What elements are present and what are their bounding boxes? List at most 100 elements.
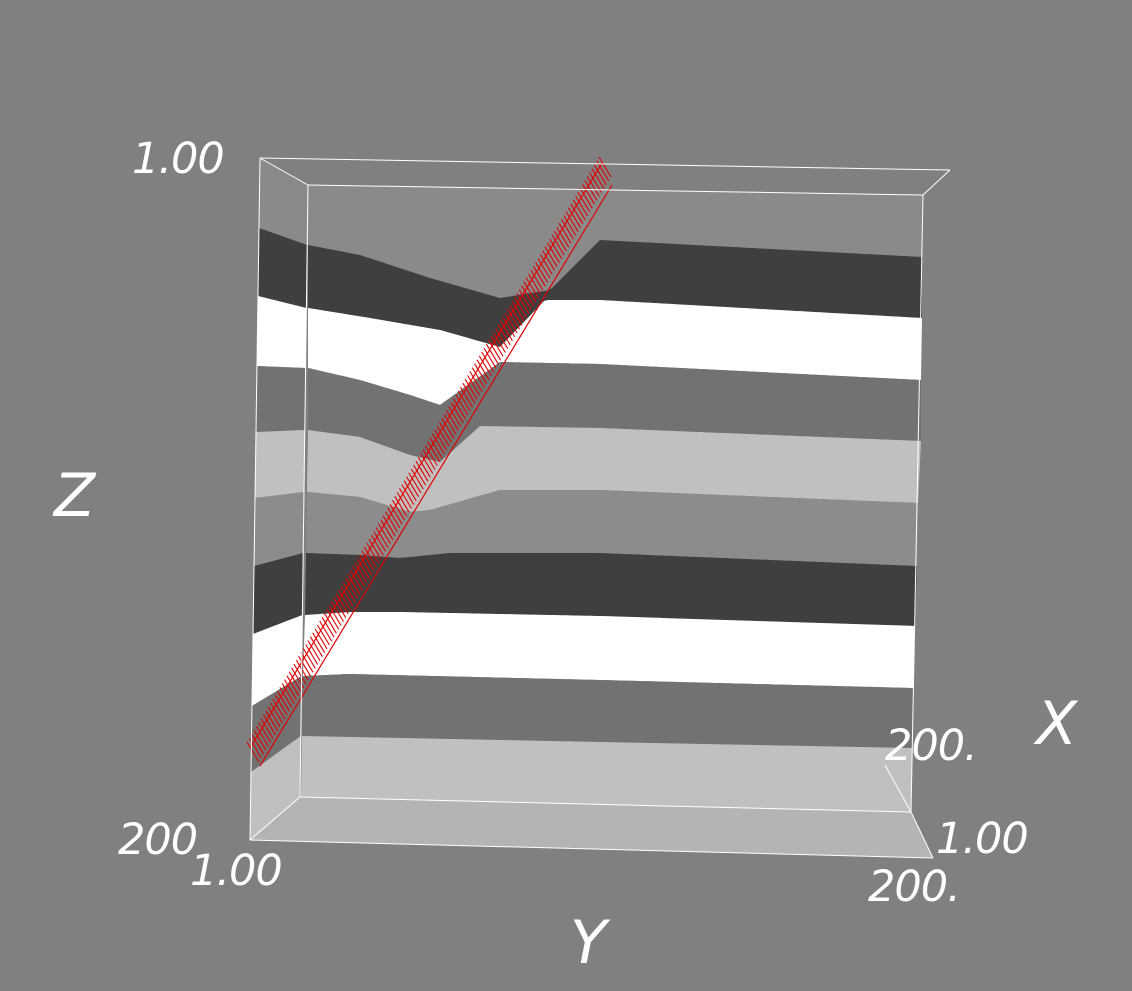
trace-hatch — [260, 718, 274, 739]
trace-hatch — [446, 410, 459, 431]
trace-hatch — [424, 445, 438, 466]
volume-layer-front — [308, 240, 922, 347]
box-edge — [299, 184, 309, 798]
trace-hatch — [537, 258, 551, 279]
trace-hatch — [448, 406, 462, 427]
trace-hatch — [366, 542, 380, 564]
trace-hatch — [316, 624, 330, 646]
trace-hatch — [417, 457, 431, 478]
volume-side-face — [250, 158, 308, 840]
y-tick-end: 200. — [868, 862, 961, 912]
box-edge — [299, 796, 912, 813]
z-axis-label: Z — [54, 461, 96, 531]
volume-layer-side — [250, 676, 302, 772]
trace-hatch — [523, 281, 537, 303]
trace-hatch — [396, 492, 410, 513]
volume-layer-side — [257, 228, 308, 308]
trace-hatch — [333, 597, 347, 618]
volume-layer-side — [255, 366, 306, 432]
trace-hatch — [455, 394, 469, 416]
volume-layer-front — [307, 426, 921, 512]
trace-hatch — [307, 640, 321, 661]
trace-hatch — [349, 570, 363, 591]
trace-hatch — [462, 382, 476, 404]
trace-hatch — [413, 464, 427, 486]
trace-hatch — [380, 519, 394, 540]
box-edge — [307, 184, 924, 196]
trace-hatch — [579, 187, 593, 209]
trace-hatch — [467, 375, 481, 396]
trace-hatch — [406, 476, 420, 498]
trace-hatch — [469, 371, 483, 392]
trace-hatch — [544, 246, 558, 267]
volume-layer-front — [305, 553, 917, 626]
trace-hatch — [438, 421, 452, 443]
trace-hatch — [262, 714, 276, 735]
trace-hatch — [488, 340, 502, 361]
volume-layer-front — [308, 362, 921, 462]
trace-hatch — [499, 320, 513, 342]
trace-edge — [259, 184, 613, 767]
trace-hatch — [525, 277, 539, 299]
trace-hatch — [441, 418, 455, 439]
trace-edge — [249, 162, 603, 749]
trace-hatch — [511, 301, 525, 322]
trace-hatch — [450, 402, 464, 423]
trace-hatch — [553, 230, 567, 252]
volume-layer-front — [303, 612, 915, 688]
trace-hatch — [361, 550, 375, 572]
trace-hatch — [546, 242, 560, 264]
trace-hatch — [509, 304, 523, 326]
trace-hatch — [443, 414, 457, 435]
trace-hatch — [431, 433, 445, 455]
trace-hatch — [302, 648, 316, 669]
trace-hatch — [284, 679, 297, 700]
trace-hatch — [347, 574, 361, 595]
volume-layer-side — [253, 553, 304, 634]
trace-hatch — [394, 496, 408, 517]
box-edge — [249, 157, 261, 841]
trace-hatch — [584, 180, 598, 201]
trace-hatch — [460, 386, 473, 408]
trace-hatch — [497, 324, 511, 345]
volume-bottom-plane — [250, 797, 933, 858]
trace-hatch — [377, 523, 391, 544]
trace-hatch — [474, 363, 488, 384]
y-tick-start: 1.00 — [190, 846, 283, 896]
trace-hatch — [267, 706, 281, 728]
bounding-box — [249, 157, 951, 859]
volume-layer-side — [256, 296, 307, 368]
trace-hatch — [471, 367, 485, 388]
trace-hatch — [586, 176, 600, 197]
volume-layer-front — [306, 490, 918, 566]
trace-hatch — [288, 671, 302, 693]
box-edge — [910, 811, 934, 859]
trace-hatch — [563, 215, 577, 236]
box-edge — [259, 157, 951, 171]
trace-hatch — [507, 308, 520, 330]
trace-hatch — [408, 472, 422, 494]
box-edge — [249, 839, 934, 859]
trace-hatch — [478, 355, 492, 377]
trace-hatch — [422, 449, 436, 470]
x-tick-far: 200. — [885, 721, 978, 771]
trace-hatch — [549, 238, 563, 260]
trace-hatch — [274, 694, 288, 716]
box-edge — [922, 169, 951, 196]
trace-hatch — [265, 710, 279, 732]
trace-hatch — [253, 730, 267, 751]
trace-hatch — [436, 425, 450, 447]
trace-hatch — [295, 659, 309, 681]
trace-hatch — [326, 609, 340, 630]
trace-hatch — [338, 589, 351, 611]
trace-hatch — [593, 164, 607, 186]
z-tick-top: 1.00 — [132, 134, 225, 184]
trace-hatch — [314, 628, 328, 650]
trace-hatch — [572, 199, 586, 221]
trace-hatch — [401, 484, 415, 505]
trace-hatch — [532, 265, 546, 287]
trace-hatch — [255, 726, 269, 747]
volume-layer-front — [302, 674, 913, 748]
